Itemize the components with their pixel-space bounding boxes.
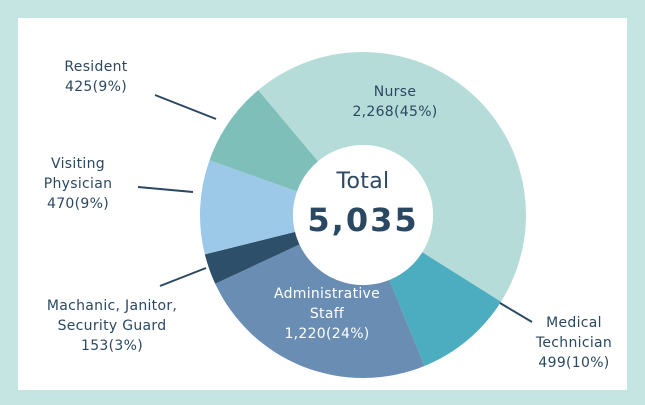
category-label: Nurse bbox=[374, 84, 417, 100]
value-label: 499(10%) bbox=[538, 355, 609, 371]
category-label: Physician bbox=[44, 176, 113, 192]
donut-slice bbox=[215, 244, 425, 378]
leader-line bbox=[159, 267, 207, 287]
category-label: Staff bbox=[310, 306, 345, 322]
donut-slice bbox=[258, 52, 526, 302]
donut-slice bbox=[389, 252, 501, 366]
leader-line bbox=[137, 186, 194, 193]
category-label: Machanic, Janitor, bbox=[47, 298, 177, 314]
category-label: Administrative bbox=[274, 286, 380, 302]
leader-line bbox=[499, 302, 533, 323]
value-label: 2,268(45%) bbox=[352, 104, 437, 120]
center-title: Total bbox=[336, 169, 390, 194]
donut-slice bbox=[204, 231, 300, 284]
total-value: 5,035 bbox=[307, 201, 418, 239]
value-label: 425(9%) bbox=[65, 79, 127, 95]
category-label: Visiting bbox=[51, 156, 105, 172]
leader-line bbox=[154, 94, 217, 120]
value-label: 1,220(24%) bbox=[284, 326, 369, 342]
donut-slice bbox=[209, 90, 319, 192]
donut-slice bbox=[200, 160, 298, 255]
value-label: 470(9%) bbox=[47, 196, 109, 212]
category-label: Resident bbox=[64, 59, 127, 75]
value-label: 153(3%) bbox=[81, 338, 143, 354]
category-label: Medical bbox=[546, 315, 602, 331]
donut-hole bbox=[293, 145, 433, 285]
category-label: Technician bbox=[535, 335, 612, 351]
category-label: Security Guard bbox=[58, 318, 167, 334]
